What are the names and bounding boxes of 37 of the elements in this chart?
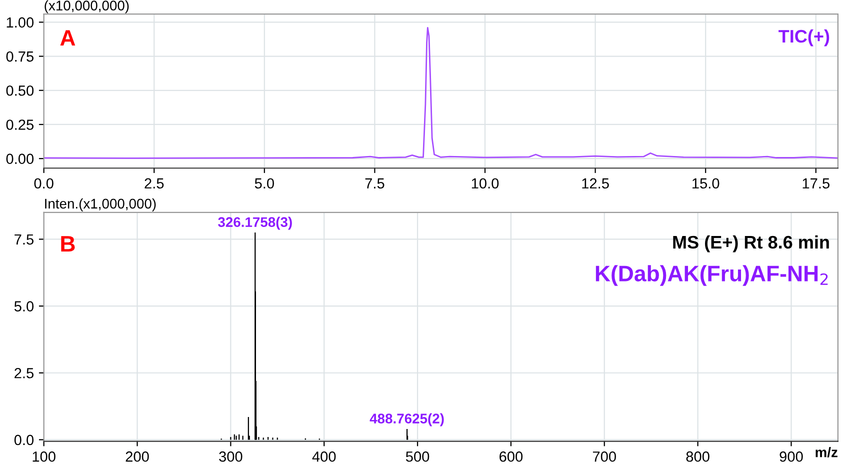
y-tick-label: 1.00 (6, 17, 34, 28)
y-tick-label: 7.5 (14, 234, 34, 245)
x-tick-label: 17.5 (802, 178, 830, 189)
x-tick-label: 0.0 (34, 178, 54, 189)
x-tick-label: 2.5 (144, 178, 164, 189)
annotation: B (61, 236, 75, 252)
x-tick-label: 12.5 (582, 178, 609, 189)
annotation: TIC(+) (778, 29, 830, 46)
x-tick-label: 900 (780, 451, 803, 462)
x-tick-label: 400 (312, 451, 336, 462)
x-tick-label: 100 (32, 451, 56, 462)
y-tick-label: 0.00 (6, 154, 34, 164)
y-axis-title: (x10,000,000) (44, 0, 129, 14)
x-tick-label: 500 (406, 451, 430, 462)
x-tick-label: 200 (126, 451, 149, 462)
x-tick-label: 5.0 (254, 178, 274, 189)
annotation: 326.1758(3) (218, 216, 292, 230)
x-tick-label: 800 (686, 451, 710, 462)
annotation: K(Dab)AK(Fru)AF-NH$_{2}$ (596, 265, 828, 286)
x-tick-label: 10.0 (472, 178, 499, 189)
y-tick-label: 0.0 (14, 434, 34, 446)
y-tick-label: 0.50 (6, 85, 34, 96)
x-tick-label: 700 (592, 451, 616, 462)
line-series (44, 26, 838, 159)
x-tick-label: 300 (219, 451, 242, 462)
x-tick-label: 7.5 (365, 178, 384, 189)
x-axis-title: m/z (816, 447, 838, 458)
y-tick-label: 5.0 (14, 301, 34, 312)
y-axis-title: Inten.(x1,000,000) (45, 198, 156, 212)
annotation: MS (E+) Rt 8.6 min (673, 235, 829, 252)
annotation: A (60, 30, 76, 46)
y-tick-label: 2.5 (14, 368, 34, 378)
y-tick-label: 0.75 (6, 51, 34, 62)
x-tick-label: 15.0 (692, 178, 720, 189)
x-tick-label: 600 (500, 451, 523, 462)
y-tick-label: 0.25 (6, 120, 34, 130)
annotation: 488.7625(2) (370, 413, 444, 426)
